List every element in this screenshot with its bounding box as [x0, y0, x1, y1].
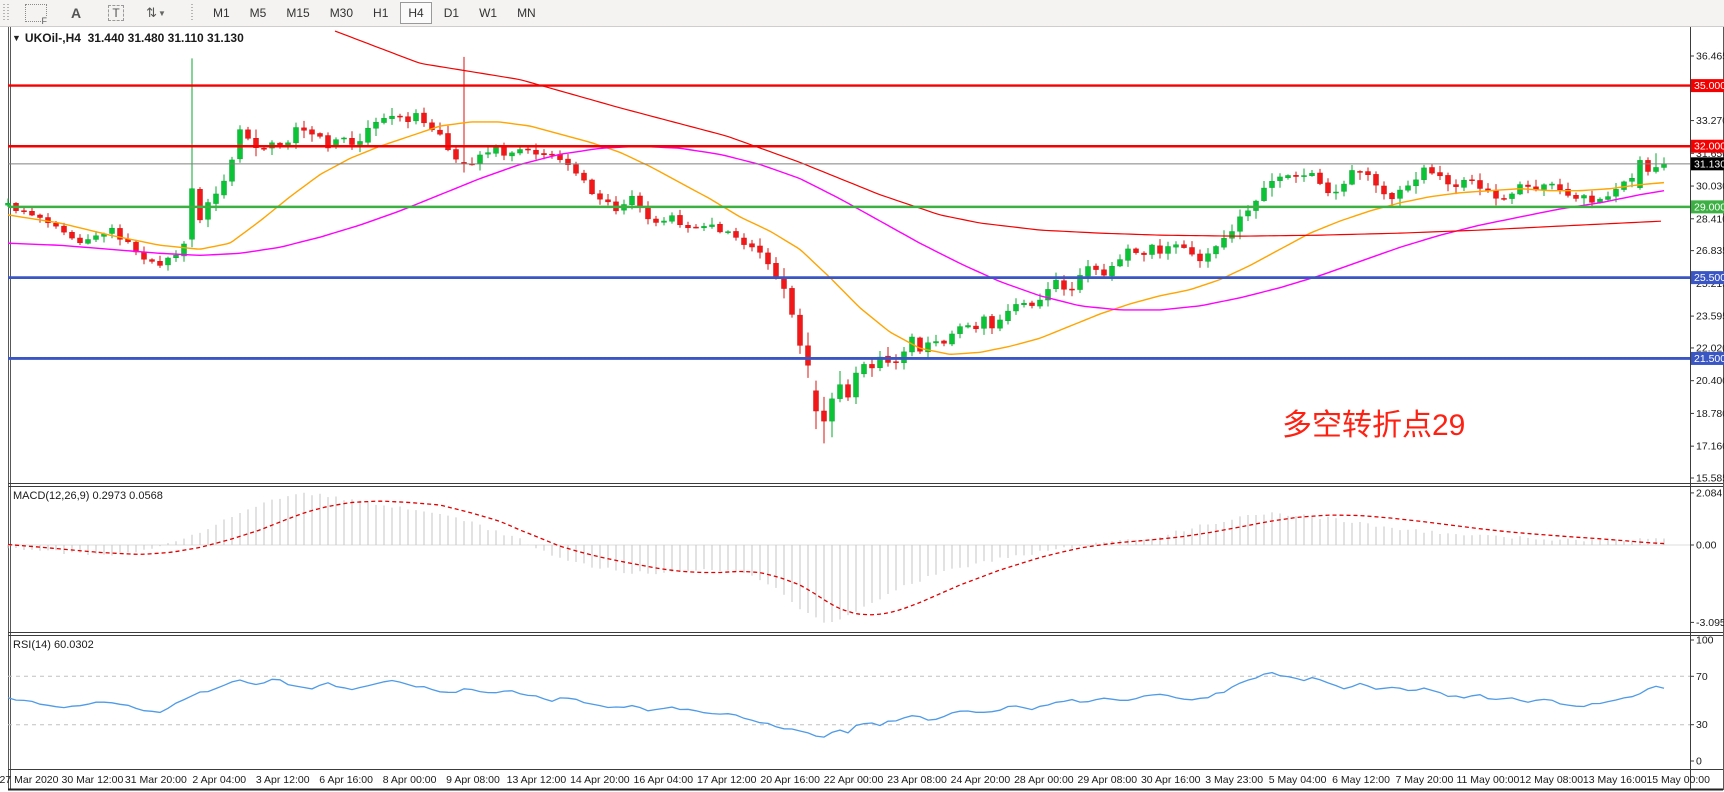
tf-button-d1[interactable]: D1 — [443, 6, 460, 20]
svg-text:36.465: 36.465 — [1696, 51, 1724, 63]
svg-text:6 May 12:00: 6 May 12:00 — [1332, 774, 1390, 786]
svg-text:13 May 16:00: 13 May 16:00 — [1583, 774, 1647, 786]
price-badge-25.500 — [1691, 271, 1724, 285]
svg-text:18.780: 18.780 — [1696, 408, 1724, 420]
slow-ma-red — [334, 30, 1662, 237]
price-axis[interactable]: 36.46534.84533.27031.65030.03028.41026.8… — [1690, 51, 1724, 485]
tf-button-w1[interactable]: W1 — [479, 6, 498, 20]
svg-text:70: 70 — [1696, 671, 1708, 683]
svg-text:24 Apr 20:00: 24 Apr 20:00 — [951, 774, 1011, 786]
svg-text:8 Apr 00:00: 8 Apr 00:00 — [383, 774, 437, 786]
svg-text:30 Apr 16:00: 30 Apr 16:00 — [1141, 774, 1201, 786]
candles — [5, 56, 1667, 444]
svg-text:31.130: 31.130 — [1694, 158, 1724, 170]
svg-text:33.270: 33.270 — [1696, 115, 1724, 127]
svg-text:15 May 00:00: 15 May 00:00 — [1646, 774, 1710, 786]
window-frame — [8, 26, 1724, 791]
price-badge-31.130 — [1691, 157, 1724, 171]
tf-button-mn[interactable]: MN — [517, 6, 536, 20]
svg-text:27 Mar 2020: 27 Mar 2020 — [0, 774, 59, 786]
mid-ma-magenta — [7, 145, 1665, 311]
tf-button-h4[interactable]: H4 — [400, 2, 432, 24]
svg-text:23.595: 23.595 — [1696, 311, 1724, 323]
horizontal-lines[interactable] — [8, 84, 1690, 360]
svg-text:29.000: 29.000 — [1694, 201, 1724, 213]
svg-text:6 Apr 16:00: 6 Apr 16:00 — [319, 774, 373, 786]
rsi-line — [7, 671, 1665, 738]
rsi-pane: 100 70 30 0 — [7, 635, 1714, 768]
svg-text:11 May 00:00: 11 May 00:00 — [1456, 774, 1519, 786]
toolbar-separator — [190, 4, 195, 22]
tf-button-m1[interactable]: M1 — [213, 6, 230, 20]
svg-text:0: 0 — [1696, 756, 1702, 768]
tf-button-m5[interactable]: M5 — [249, 6, 267, 20]
macd-pane: 2.084 0.00 -3.0957 — [7, 487, 1724, 629]
svg-text:31 Mar 20:00: 31 Mar 20:00 — [125, 774, 187, 786]
svg-text:30: 30 — [1696, 719, 1708, 731]
svg-text:20.400: 20.400 — [1696, 375, 1724, 387]
macd-signal-line — [7, 500, 1665, 616]
svg-text:3 Apr 12:00: 3 Apr 12:00 — [256, 774, 310, 786]
tf-button-m30[interactable]: M30 — [329, 6, 354, 20]
svg-text:22 Apr 00:00: 22 Apr 00:00 — [824, 774, 884, 786]
svg-text:23 Apr 08:00: 23 Apr 08:00 — [887, 774, 947, 786]
tf-button-h1[interactable]: H1 — [373, 6, 389, 20]
price-badge-35.000 — [1691, 79, 1724, 93]
svg-text:2.084: 2.084 — [1696, 487, 1722, 499]
svg-text:13 Apr 12:00: 13 Apr 12:00 — [507, 774, 567, 786]
chevron-down-icon: ▼ — [157, 8, 166, 18]
svg-text:28.410: 28.410 — [1696, 213, 1724, 225]
svg-text:25.500: 25.500 — [1694, 272, 1724, 284]
arrows-tool-icon[interactable]: ⇅ ▼ — [146, 5, 166, 20]
svg-text:30.030: 30.030 — [1696, 181, 1724, 193]
svg-text:0.00: 0.00 — [1696, 540, 1717, 552]
svg-text:14 Apr 20:00: 14 Apr 20:00 — [570, 774, 630, 786]
svg-text:30 Mar 12:00: 30 Mar 12:00 — [61, 774, 123, 786]
svg-text:2 Apr 04:00: 2 Apr 04:00 — [192, 774, 246, 786]
svg-text:17.160: 17.160 — [1696, 441, 1724, 453]
price-badge-21.500 — [1691, 351, 1724, 365]
svg-text:17 Apr 12:00: 17 Apr 12:00 — [697, 774, 757, 786]
price-badge-29.000 — [1691, 200, 1724, 214]
svg-text:3 May 23:00: 3 May 23:00 — [1205, 774, 1263, 786]
fast-ma-orange — [7, 121, 1665, 355]
svg-text:12 May 08:00: 12 May 08:00 — [1519, 774, 1583, 786]
svg-text:5 May 04:00: 5 May 04:00 — [1269, 774, 1327, 786]
svg-text:20 Apr 16:00: 20 Apr 16:00 — [760, 774, 820, 786]
svg-text:26.835: 26.835 — [1696, 245, 1724, 257]
time-axis[interactable]: 27 Mar 2020 30 Mar 12:00 31 Mar 20:00 2 Apr… — [0, 774, 1710, 786]
svg-text:21.500: 21.500 — [1694, 353, 1724, 365]
svg-text:100: 100 — [1696, 635, 1714, 647]
text-annotation-icon[interactable]: A — [70, 5, 82, 21]
svg-text:28 Apr 00:00: 28 Apr 00:00 — [1014, 774, 1074, 786]
svg-text:35.000: 35.000 — [1694, 80, 1724, 92]
svg-text:9 Apr 08:00: 9 Apr 08:00 — [446, 774, 500, 786]
svg-text:16 Apr 04:00: 16 Apr 04:00 — [634, 774, 694, 786]
cursor-grid-f-icon[interactable]: F — [22, 1, 50, 26]
price-badge-32.000 — [1691, 139, 1724, 153]
text-label-icon[interactable]: T — [102, 1, 130, 25]
svg-text:-3.0957: -3.0957 — [1696, 617, 1724, 629]
svg-text:15.585: 15.585 — [1696, 472, 1724, 484]
svg-text:32.000: 32.000 — [1694, 141, 1724, 153]
svg-text:22.020: 22.020 — [1696, 342, 1724, 354]
toolbar-drag-handle[interactable] — [3, 4, 10, 22]
svg-text:29 Apr 08:00: 29 Apr 08:00 — [1078, 774, 1138, 786]
toolbar: F A T ⇅ ▼ M1 M5 M15 M30 H1 H4 D1 W1 MN — [0, 0, 1724, 27]
tf-button-m15[interactable]: M15 — [286, 6, 310, 20]
svg-text:7 May 20:00: 7 May 20:00 — [1396, 774, 1454, 786]
